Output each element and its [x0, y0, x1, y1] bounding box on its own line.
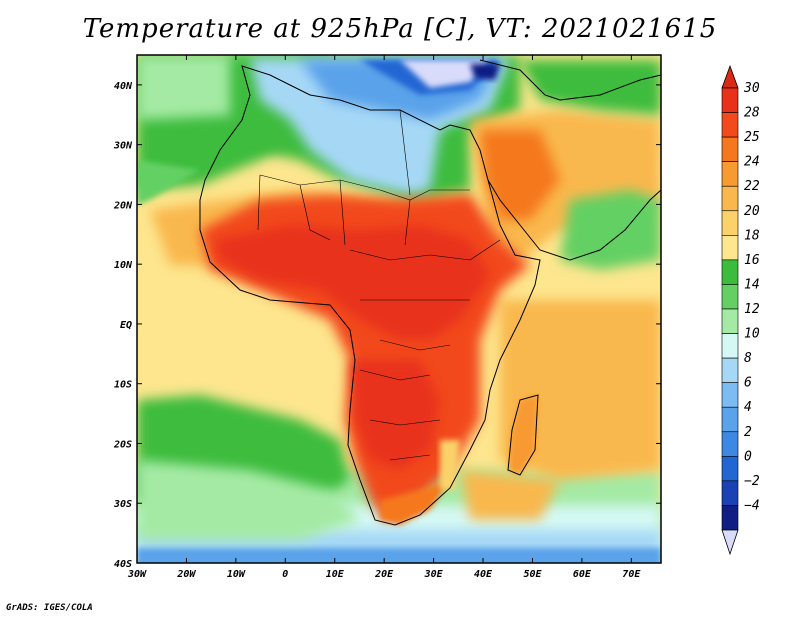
- lon-tick-label: 10E: [326, 569, 345, 580]
- colorbar-label: 30: [743, 81, 760, 96]
- lon-axis: 30W 20W 10W 0 10E 20E 30E 40E 50E 60E 70E: [127, 55, 641, 580]
- grads-credit: GrADS: IGES/COLA: [6, 603, 93, 613]
- lat-tick-label: 10N: [114, 260, 133, 271]
- lat-tick-label: 30N: [113, 141, 133, 152]
- lat-axis: 40N 30N 20N 10N EQ 10S 20S 30S 40S: [113, 81, 661, 570]
- country-borders: [257, 109, 501, 461]
- colorbar-swatch: [721, 210, 739, 236]
- colorbar-swatch: [721, 259, 739, 285]
- colorbar-swatch: [721, 357, 739, 383]
- lat-tick-label: 40N: [114, 81, 133, 92]
- colorbar-min-arrow: [721, 529, 739, 556]
- lon-tick-label: 50E: [523, 569, 542, 580]
- colorbar-label: 0: [744, 449, 752, 464]
- lon-tick-label: 20E: [374, 569, 394, 580]
- lon-tick-label: 30W: [127, 569, 147, 580]
- lat-tick-label: 10S: [114, 380, 132, 391]
- colorbar-label: 8: [744, 351, 752, 366]
- colorbar-label: −4: [744, 498, 760, 513]
- colorbar-label: 25: [744, 130, 760, 145]
- colorbar-swatch: [721, 136, 739, 162]
- colorbar-label: 16: [744, 253, 760, 268]
- colorbar-swatch: [721, 112, 739, 138]
- colorbar-label: 18: [744, 228, 760, 243]
- lon-tick-label: 70E: [622, 569, 641, 580]
- africa-warm-core: [200, 195, 530, 525]
- colorbar-label: 10: [744, 327, 760, 342]
- colorbar-label: 28: [744, 106, 760, 121]
- temperature-field: [137, 55, 661, 563]
- colorbar-label: 12: [744, 302, 760, 317]
- colorbar-swatch: [721, 382, 739, 408]
- colorbar-label: 24: [744, 155, 760, 170]
- colorbar-max-arrow: [721, 64, 739, 89]
- colorbar-label: 14: [744, 277, 760, 292]
- lon-tick-label: 0: [282, 569, 288, 580]
- lon-tick-label: 10W: [227, 569, 246, 580]
- colorbar-swatch: [721, 431, 739, 457]
- coastlines: [199, 59, 662, 526]
- colorbar-swatch: [721, 185, 739, 212]
- colorbar-swatch: [721, 284, 739, 310]
- colorbar-label: 2: [744, 425, 752, 440]
- colorbar-swatch: [721, 333, 739, 359]
- colorbar-swatch: [721, 456, 739, 482]
- colorbar-swatch: [721, 406, 739, 433]
- lon-tick-label: 20W: [176, 569, 196, 580]
- colorbar-label: 22: [744, 179, 760, 194]
- lat-tick-label: EQ: [120, 320, 132, 331]
- colorbar-swatch: [721, 161, 739, 187]
- lat-tick-label: 20N: [113, 200, 133, 211]
- lat-tick-label: 30S: [113, 499, 132, 510]
- lon-tick-label: 40E: [474, 569, 493, 580]
- lon-tick-label: 30E: [424, 569, 444, 580]
- colorbar-label: 6: [744, 376, 752, 391]
- map-frame: [136, 54, 662, 564]
- chart-title: Temperature at 925hPa [C], VT: 202102161…: [82, 14, 718, 44]
- lon-tick-label: 60E: [573, 569, 592, 580]
- colorbar-label: −2: [744, 474, 760, 489]
- colorbar-swatch: [721, 480, 739, 506]
- colorbar-swatch: [721, 235, 739, 261]
- colorbar-swatch: [721, 308, 739, 334]
- colorbar-label: 4: [744, 400, 752, 415]
- lat-tick-label: 40S: [114, 559, 132, 570]
- colorbar-swatch: [721, 505, 739, 531]
- lat-tick-label: 20S: [113, 439, 132, 450]
- colorbar-swatch: [721, 87, 739, 113]
- colorbar-label: 20: [744, 204, 760, 219]
